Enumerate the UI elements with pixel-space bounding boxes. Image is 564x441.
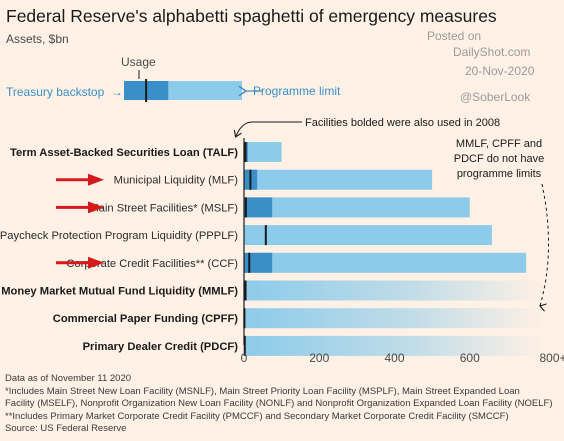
category-label-8: Primary Dealer Credit (PDCF) <box>83 341 239 353</box>
backstop-bar-5 <box>244 252 273 273</box>
author-handle: @SoberLook <box>460 90 531 104</box>
x-tick-3: 400 <box>384 351 404 365</box>
limit-bar-3 <box>244 197 470 218</box>
usage-marker-4 <box>264 225 267 246</box>
limit-bar-4 <box>244 225 492 246</box>
x-axis-ticks: 0 200 400 600 800+ <box>241 351 564 365</box>
chart-svg: Federal Reserve's alphabetti spaghetti o… <box>0 6 564 365</box>
chart-subtitle: Assets, $bn <box>6 32 69 46</box>
highlight-arrow-head-2 <box>88 173 104 186</box>
x-tick-1: 0 <box>241 351 248 365</box>
category-label-7: Commercial Paper Funding (CPFF) <box>53 313 239 325</box>
footnotes: Data as of November 11 2020 *Includes Ma… <box>5 373 561 436</box>
bars <box>243 142 545 356</box>
usage-marker-3 <box>244 197 247 218</box>
footnote-line-1: Data as of November 11 2020 <box>5 373 132 384</box>
legend-backstop-label: Treasury backstop <box>6 85 105 99</box>
unlimited-bar-7 <box>244 308 545 329</box>
legend-usage-label: Usage <box>121 55 156 69</box>
x-tick-4: 600 <box>460 351 480 365</box>
category-label-3: Main Street Facilities* (MSLF) <box>89 202 238 214</box>
usage-marker-1 <box>244 142 247 162</box>
bold-note-arrow <box>236 121 302 136</box>
legend-limit-label: Programme limit <box>253 84 341 98</box>
no-limit-note-line-3: programme limits <box>457 168 542 180</box>
footnote-line-2: *Includes Main Street New Loan Facility … <box>5 385 520 397</box>
category-label-1: Term Asset-Backed Securities Loan (TALF) <box>10 147 238 159</box>
unlimited-bar-8 <box>244 335 545 356</box>
usage-marker-2 <box>249 169 252 190</box>
source-site: DailyShot.com <box>453 45 530 59</box>
backstop-bar-3 <box>244 197 273 218</box>
category-label-4: Paycheck Protection Program Liquidity (P… <box>0 230 238 242</box>
bold-note: Facilities bolded were also used in 2008 <box>305 117 500 129</box>
chart-title: Federal Reserve's alphabetti spaghetti o… <box>6 6 497 26</box>
highlight-arrow-head-3 <box>88 201 104 214</box>
category-label-2: Municipal Liquidity (MLF) <box>114 175 239 187</box>
footnote-line-5: Source: US Federal Reserve <box>5 423 127 435</box>
usage-marker-5 <box>248 252 251 273</box>
category-labels: Term Asset-Backed Securities Loan (TALF)… <box>0 147 238 353</box>
category-label-6: Money Market Mutual Fund Liquidity (MMLF… <box>1 286 238 298</box>
limit-bar-5 <box>244 252 527 273</box>
limit-bar-1 <box>244 142 282 162</box>
legend: Usage Treasury backstop → Programme limi… <box>6 55 341 102</box>
posted-date: 20-Nov-2020 <box>465 64 535 78</box>
highlight-arrows <box>56 173 104 269</box>
highlight-arrow-head-5 <box>88 256 104 269</box>
legend-usage-marker <box>145 79 148 102</box>
x-tick-5: 800+ <box>539 351 564 365</box>
usage-marker-8 <box>243 335 246 356</box>
legend-backstop-arrow: → <box>111 85 123 99</box>
x-tick-2: 200 <box>309 351 329 365</box>
posted-on-label: Posted on <box>427 29 481 43</box>
category-label-5: Corporate Credit Facilities** (CCF) <box>66 258 238 270</box>
usage-marker-6 <box>244 280 247 301</box>
footnote-line-4: **Includes Primary Market Corporate Cred… <box>5 410 509 422</box>
unlimited-bar-6 <box>244 280 545 301</box>
limit-bar-2 <box>244 169 433 190</box>
no-limit-note-line-2: PDCF do not have <box>454 153 545 165</box>
footnote-line-3: Facility (MSELF), Nonprofit Organization… <box>5 398 553 410</box>
no-limit-note-line-1: MMLF, CPFF and <box>456 138 542 150</box>
